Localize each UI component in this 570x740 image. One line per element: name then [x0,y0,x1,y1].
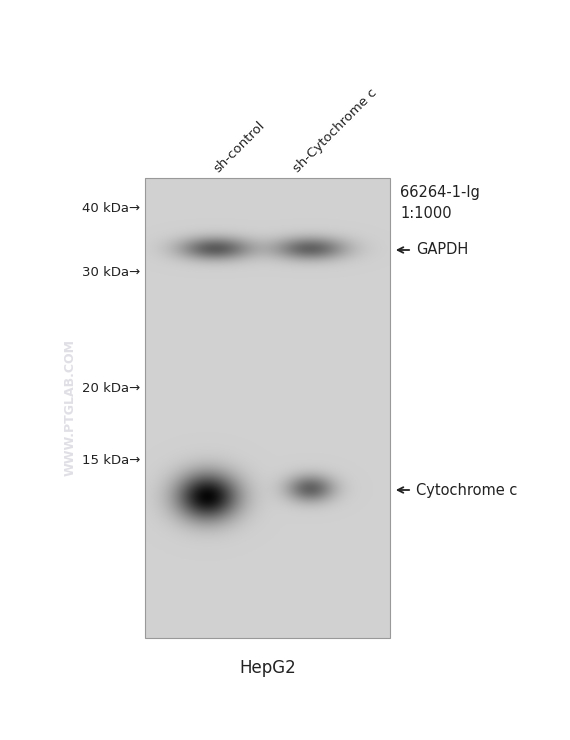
Text: 66264-1-Ig: 66264-1-Ig [400,184,480,200]
Text: 1:1000: 1:1000 [400,206,451,221]
Bar [145,178,390,638]
Text: 30 kDa→: 30 kDa→ [82,266,140,278]
Text: HepG2: HepG2 [239,659,296,677]
Text: GAPDH: GAPDH [416,243,468,258]
Text: sh-control: sh-control [211,119,267,175]
Text: Cytochrome c: Cytochrome c [416,482,518,497]
Text: WWW.PTGLAB.COM: WWW.PTGLAB.COM [63,338,76,476]
Text: 40 kDa→: 40 kDa→ [82,201,140,215]
Text: 15 kDa→: 15 kDa→ [82,454,140,466]
Text: 20 kDa→: 20 kDa→ [82,382,140,394]
Text: sh-Cytochrome c: sh-Cytochrome c [291,86,380,175]
